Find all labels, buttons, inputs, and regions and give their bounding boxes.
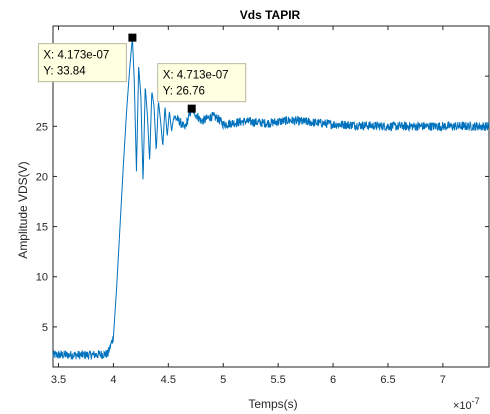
y-tick-label: 10 [36, 272, 48, 284]
x-tick-label: 6 [330, 374, 336, 386]
x-tick-label: 4.5 [161, 374, 176, 386]
x-axis-exponent: ×10-7 [453, 396, 480, 412]
x-tick-label: 4 [110, 374, 116, 386]
axes-box [52, 25, 490, 368]
datatip-box [157, 63, 247, 103]
y-tick-label: 15 [36, 222, 48, 234]
x-tick-label: 3.5 [51, 374, 66, 386]
series-line [52, 37, 490, 360]
y-tick-label: 20 [36, 171, 48, 183]
y-tick-label: 5 [42, 322, 48, 334]
datatip-box [37, 43, 127, 83]
x-tick-label: 6.5 [380, 374, 395, 386]
x-tick-label: 7 [440, 374, 446, 386]
datatip-y-label: Y: 26.76 [163, 86, 205, 98]
x-axis-label: Temps(s) [248, 397, 297, 411]
y-axis-label: Amplitude VDS(V) [16, 161, 30, 258]
datatip-marker[interactable] [128, 33, 137, 42]
x-axis-ticks: 3.5 4 4.5 5 5.5 6 6.5 7 [51, 26, 446, 386]
x-exponent-power: -7 [472, 396, 480, 406]
x-tick-label: 5.5 [270, 374, 285, 386]
datatips: X: 4.173e-07 Y: 33.84 X: 4.713e-07 Y: 26.76 [37, 33, 247, 113]
x-exponent-base: ×10 [453, 400, 472, 412]
y-tick-label: 25 [36, 121, 48, 133]
chart-title: Vds TAPIR [240, 8, 301, 22]
datatip-x-label: X: 4.173e-07 [43, 50, 109, 62]
x-tick-label: 5 [220, 374, 226, 386]
datatip-marker[interactable] [187, 104, 196, 113]
datatip-y-label: Y: 33.84 [43, 66, 86, 78]
datatip-x-label: X: 4.713e-07 [163, 70, 229, 82]
